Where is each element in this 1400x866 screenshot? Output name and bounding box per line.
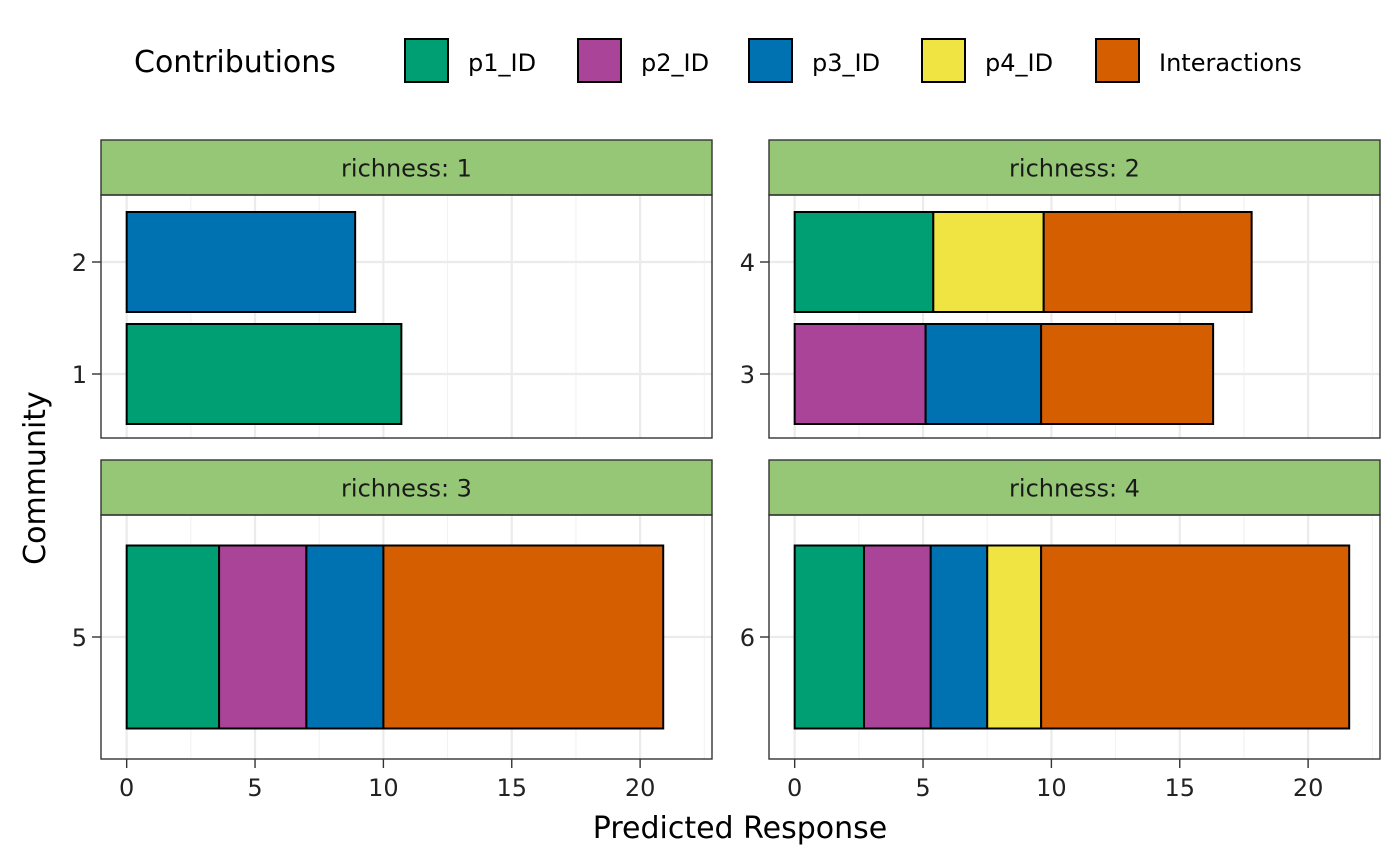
legend-item-p2_id: p2_ID [577, 38, 709, 83]
bar-community-2 [125, 211, 357, 313]
bar-segment-p1_id [793, 544, 865, 730]
panel-border [768, 514, 1381, 760]
x-tick-label: 10 [368, 774, 399, 802]
panel-border [768, 194, 1381, 439]
bar-segment-interactions [382, 544, 665, 730]
legend-item-p3_id: p3_ID [748, 38, 880, 83]
facet-strip [100, 459, 713, 516]
bar-community-4 [793, 211, 1253, 313]
legend-label: p3_ID [812, 49, 880, 77]
bar-segment-p4_id [932, 211, 1045, 313]
bar-community-5 [125, 544, 665, 730]
x-tick-label: 15 [496, 774, 527, 802]
bar-segment-p4_id [986, 544, 1043, 730]
x-tick-label: 10 [1036, 774, 1067, 802]
bar-community-6 [793, 544, 1351, 730]
legend-swatch [404, 38, 449, 83]
bar-community-1 [125, 323, 403, 425]
facet-strip-label: richness: 2 [1009, 155, 1140, 183]
legend-swatch [748, 38, 793, 83]
facet-panel-1: richness: 1 2 1 [72, 139, 713, 439]
facet-panel-4: richness: 4 6 0 5 10 15 20 [740, 459, 1381, 802]
facet-strip-label: richness: 1 [341, 155, 472, 183]
x-tick-label: 15 [1164, 774, 1195, 802]
legend-title: Contributions [134, 45, 336, 80]
bar-segment-p2_id [793, 323, 927, 425]
y-tick-label: 4 [740, 249, 755, 277]
x-tick-label: 20 [1293, 774, 1324, 802]
facet-strip [768, 139, 1381, 196]
legend-item-p4_id: p4_ID [921, 38, 1053, 83]
bar-segment-p2_id [862, 544, 932, 730]
legend-swatch [577, 38, 622, 83]
x-tick-label: 5 [247, 774, 262, 802]
panel-border [100, 514, 713, 760]
bar-segment-p3_id [125, 211, 357, 313]
bar-segment-interactions [1042, 211, 1253, 313]
bar-segment-interactions [1040, 544, 1351, 730]
bar-community-3 [793, 323, 1215, 425]
facet-strip [100, 139, 713, 196]
bar-segment-p3_id [924, 323, 1043, 425]
panel-border [100, 194, 713, 439]
x-tick-label: 0 [787, 774, 802, 802]
facet-strip-label: richness: 4 [1009, 475, 1140, 503]
bar-segment-interactions [1040, 323, 1215, 425]
legend-label: Interactions [1159, 49, 1302, 77]
bar-segment-p3_id [305, 544, 385, 730]
x-tick-label: 0 [119, 774, 134, 802]
legend-item-interactions: Interactions [1095, 38, 1302, 83]
legend-label: p1_ID [468, 49, 536, 77]
bar-segment-p1_id [125, 544, 221, 730]
x-axis-title: Predicted Response [593, 811, 887, 846]
legend-item-p1_id: p1_ID [404, 38, 536, 83]
facet-panel-3: richness: 3 5 0 5 10 15 20 [72, 459, 713, 802]
y-tick-label: 6 [740, 624, 755, 652]
y-tick-label: 1 [72, 361, 87, 389]
x-tick-label: 5 [915, 774, 930, 802]
bar-segment-p2_id [218, 544, 308, 730]
y-tick-label: 2 [72, 249, 87, 277]
facet-panel-2: richness: 2 4 3 [740, 139, 1381, 439]
facet-strip-label: richness: 3 [341, 475, 472, 503]
y-tick-label: 3 [740, 361, 755, 389]
y-axis-title: Community [18, 391, 53, 565]
facet-strip [768, 459, 1381, 516]
x-tick-label: 20 [625, 774, 656, 802]
legend-label: p2_ID [641, 49, 709, 77]
y-tick-label: 5 [72, 624, 87, 652]
legend-swatch [921, 38, 966, 83]
legend: Contributions p1_ID p2_ID p3_ID p4_ID Intera… [134, 38, 1302, 83]
legend-swatch [1095, 38, 1140, 83]
bar-segment-p3_id [929, 544, 989, 730]
legend-label: p4_ID [985, 49, 1053, 77]
bar-segment-p1_id [125, 323, 403, 425]
bar-segment-p1_id [793, 211, 935, 313]
